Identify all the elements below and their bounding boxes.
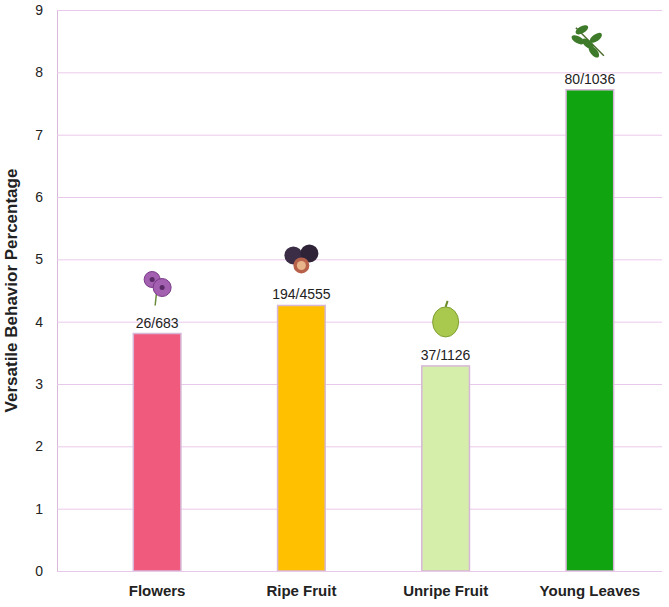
icon-fruit-inside (297, 261, 306, 270)
x-tick: Young Leaves (540, 582, 641, 599)
data-label: 26/683 (136, 315, 179, 331)
x-tick-label: Unripe Fruit (403, 582, 488, 599)
icon-leaf (588, 31, 603, 45)
bar (133, 334, 181, 571)
icons (144, 23, 604, 337)
bars (133, 90, 613, 571)
icon-leaf (587, 44, 601, 59)
icon-petal (153, 279, 171, 297)
bar (566, 90, 614, 571)
icon-fruit (433, 307, 459, 337)
icon-stem (446, 301, 448, 307)
chart: 0 1 2 3 4 5 6 7 8 9 Flowers Ripe Fruit Unripe Fruit Y… (0, 0, 669, 607)
y-tick-label: 9 (35, 2, 43, 18)
x-tick-label: Young Leaves (540, 582, 641, 599)
grid-line (57, 10, 662, 11)
y-tick-label: 6 (35, 189, 43, 205)
y-tick-label: 2 (35, 438, 43, 454)
icon (284, 244, 318, 273)
x-tick: Ripe Fruit (266, 582, 336, 599)
icon (144, 272, 171, 306)
icon (570, 23, 604, 59)
data-labels: 26/683 194/4555 37/1126 80/1036 (136, 71, 616, 363)
data-label: 194/4555 (272, 286, 331, 302)
icon (433, 301, 459, 337)
icon-leaf (570, 33, 586, 46)
x-tick: Flowers (129, 582, 186, 599)
y-tick-label: 7 (35, 127, 43, 143)
y-tick-label: 0 (35, 563, 43, 579)
x-axis: Flowers Ripe Fruit Unripe Fruit Young Leave… (129, 582, 640, 599)
bar (422, 366, 470, 571)
y-axis: 0 1 2 3 4 5 6 7 8 9 (35, 2, 662, 579)
icon-center (150, 277, 155, 282)
data-label: 37/1126 (421, 347, 471, 363)
y-tick-label: 8 (35, 64, 43, 80)
y-tick: 9 (35, 2, 662, 18)
icon-leaf (574, 23, 590, 36)
y-tick-label: 5 (35, 251, 43, 267)
y-tick-label: 3 (35, 376, 43, 392)
icon-center (160, 285, 165, 290)
icon-fruit (293, 257, 309, 273)
y-axis-title: Versatile Behavior Percentage (2, 169, 21, 413)
y-axis-line (58, 11, 663, 572)
x-tick: Unripe Fruit (403, 582, 488, 599)
y-tick-label: 1 (35, 501, 43, 517)
y-tick-label: 4 (35, 314, 43, 330)
data-label: 80/1036 (565, 71, 616, 87)
grid-line (57, 571, 662, 572)
x-tick-label: Flowers (129, 582, 186, 599)
x-tick-label: Ripe Fruit (266, 582, 336, 599)
bar (278, 305, 326, 571)
